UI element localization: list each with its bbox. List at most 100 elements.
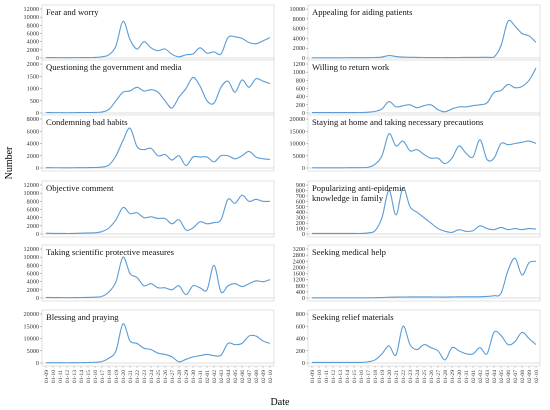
x-tick-label: 02-10 (268, 370, 274, 383)
x-tick-label: 01-22 (135, 370, 141, 383)
y-tick-label: 200 (296, 220, 305, 227)
x-tick-label: 01-16 (359, 370, 365, 383)
x-tick-label: 02-07 (513, 370, 519, 383)
y-tick-label: 800 (296, 283, 305, 290)
panel-frame (41, 309, 275, 367)
x-tick-label: 01-28 (177, 370, 183, 383)
panel-frame (307, 4, 541, 62)
x-tick-label: 01-26 (429, 370, 435, 383)
y-tick-label: 0 (302, 231, 305, 238)
x-tick-label: 01-24 (415, 370, 421, 383)
y-tick-label: 0 (36, 360, 39, 367)
x-tick-label: 02-06 (506, 370, 512, 383)
y-tick-label: 700 (296, 193, 305, 200)
panel-frame (41, 4, 275, 62)
y-tick-label: 8000 (27, 22, 39, 29)
x-tick-label: 02-03 (219, 370, 225, 383)
y-tick-label: 600 (296, 86, 305, 93)
x-tick-label: 02-06 (240, 370, 246, 383)
panel-title: Seeking relief materials (312, 312, 394, 322)
y-tick-label: 0 (302, 55, 305, 62)
panel-title: Appealing for aiding patients (312, 7, 413, 17)
x-tick-label: 02-08 (520, 370, 526, 383)
y-tick-label: 20000 (24, 311, 39, 318)
x-tick-label: 01-22 (401, 370, 407, 383)
x-tick-label: 02-01 (205, 370, 211, 383)
y-tick-label: 2000 (27, 47, 39, 54)
y-tick-label: 0 (36, 55, 39, 62)
y-tick-label: 5000 (293, 153, 305, 160)
y-tick-label: 8000 (293, 16, 305, 23)
y-tick-label: 500 (296, 204, 305, 211)
x-tick-label: 01-18 (107, 370, 113, 383)
panel-11: 0 5000 10000 15000 20000 Blessing and praying… (24, 309, 275, 383)
y-tick-label: 8000 (27, 262, 39, 269)
x-tick-label: 01-10 (51, 370, 57, 383)
series-line (45, 127, 271, 169)
y-tick-label: 1500 (27, 73, 39, 80)
y-tick-label: 400 (296, 209, 305, 216)
y-tick-label: 0 (36, 295, 39, 302)
y-tick-label: 3200 (293, 246, 305, 253)
x-tick-label: 01-23 (408, 370, 414, 383)
y-tick-label: 800 (296, 187, 305, 194)
series-line (45, 20, 271, 59)
panel-6: 0 5000 10000 15000 20000 Staying at home and … (290, 114, 541, 172)
y-tick-label: 10000 (24, 190, 39, 197)
panel-frame (41, 114, 275, 172)
y-tick-label: 5000 (27, 348, 39, 355)
panel-frame (41, 180, 275, 238)
x-tick-label: 02-02 (212, 370, 218, 383)
x-tick-label: 02-09 (261, 370, 267, 383)
series-line (311, 133, 537, 169)
x-tick-label: 01-26 (163, 370, 169, 383)
x-tick-label: 01-17 (366, 370, 372, 383)
y-tick-label: 20000 (290, 116, 305, 123)
x-tick-label: 01-15 (352, 370, 358, 383)
y-tick-label: 500 (30, 98, 39, 105)
x-tick-label: 01-11 (58, 370, 64, 383)
series-line (311, 187, 537, 235)
x-tick-label: 01-29 (184, 370, 190, 383)
y-tick-label: 0 (302, 165, 305, 172)
panel-title: Seeking medical help (312, 247, 386, 257)
x-tick-label: 01-21 (394, 370, 400, 383)
x-tick-label: 01-20 (121, 370, 127, 383)
x-tick-label: 01-14 (345, 370, 351, 383)
x-tick-label: 01-10 (317, 370, 323, 383)
y-tick-label: 0 (36, 165, 39, 172)
y-tick-label: 100 (296, 226, 305, 233)
x-tick-label: 01-25 (422, 370, 428, 383)
y-tick-label: 4000 (293, 35, 305, 42)
y-tick-label: 4000 (27, 141, 39, 148)
y-tick-label: 6000 (27, 271, 39, 278)
x-tick-label: 02-08 (254, 370, 260, 383)
x-tick-label: 01-12 (331, 370, 337, 383)
x-tick-label: 02-05 (233, 370, 239, 383)
x-tick-label: 01-27 (436, 370, 442, 383)
y-tick-label: 12000 (24, 246, 39, 253)
y-tick-label: 0 (302, 110, 305, 117)
x-tick-label: 01-23 (142, 370, 148, 383)
y-tick-label: 2000 (27, 61, 39, 68)
x-tick-label: 01-27 (170, 370, 176, 383)
series-line (311, 19, 537, 59)
x-tick-label: 02-04 (226, 370, 232, 383)
y-tick-label: 6000 (27, 128, 39, 135)
y-tick-label: 200 (296, 102, 305, 109)
y-tick-label: 4000 (27, 279, 39, 286)
y-tick-label: 600 (296, 198, 305, 205)
y-tick-label: 300 (296, 215, 305, 222)
y-tick-label: 2000 (27, 153, 39, 160)
x-tick-label: 01-20 (387, 370, 393, 383)
panel-frame (307, 59, 541, 117)
x-tick-label: 01-13 (72, 370, 78, 383)
panel-2: 0 2000 4000 6000 8000 10000 Appealing for aidi… (290, 4, 541, 62)
x-tick-label: 02-04 (492, 370, 498, 383)
x-tick-label: 02-09 (527, 370, 533, 383)
y-tick-label: 2000 (293, 264, 305, 271)
